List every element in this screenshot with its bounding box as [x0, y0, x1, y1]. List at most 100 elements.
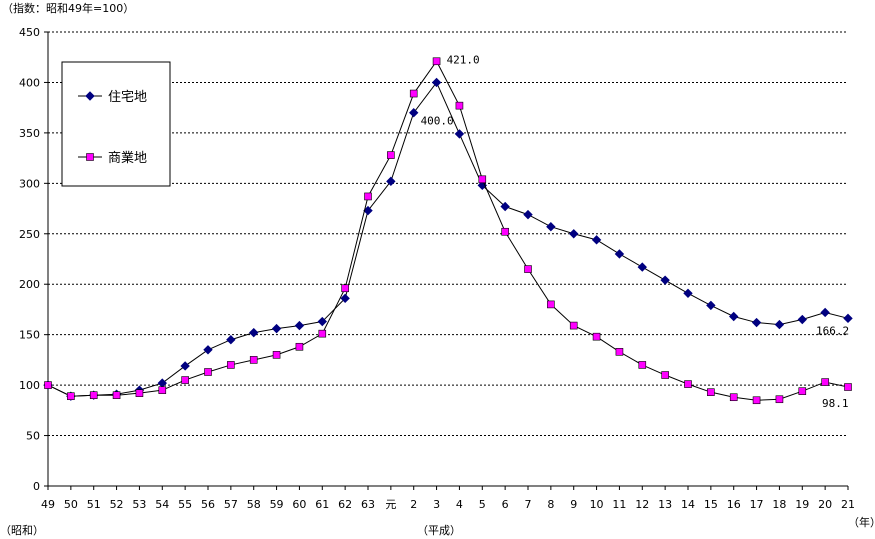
x-tick-label-17: 3	[433, 498, 440, 511]
x-tick-label-35: 21	[841, 498, 855, 511]
point-1-32	[775, 395, 784, 404]
x-axis-ticks: 49 50 51 52 53 54 55 56 57 58 59 60 61 62 63 元 2 3 4 5 6 7 8 9 1…	[41, 486, 855, 511]
x-tick-label-6: 55	[178, 498, 192, 511]
point-0-24	[591, 235, 602, 245]
point-0-10	[271, 323, 282, 334]
point-1-23	[569, 321, 578, 330]
point-0-25	[614, 249, 625, 259]
series-line-0	[47, 81, 849, 397]
point-1-4	[135, 389, 144, 397]
x-tick-label-20: 6	[502, 498, 509, 511]
x-tick-label-18: 4	[456, 498, 463, 511]
point-0-5	[157, 378, 167, 388]
point-1-24	[592, 332, 601, 341]
unit-note: （指数：昭和49年=100）	[2, 1, 134, 15]
point-0-16	[409, 108, 419, 118]
x-tick-label-11: 60	[292, 498, 306, 511]
y-tick-label-150: 150	[19, 329, 40, 342]
x-tick-label-1: 50	[64, 498, 78, 511]
point-1-28	[684, 380, 692, 388]
x-tick-label-31: 17	[750, 498, 764, 511]
x-tick-label-7: 56	[201, 498, 215, 511]
x-tick-label-4: 53	[132, 498, 146, 511]
point-0-7	[203, 345, 213, 355]
point-1-30	[729, 393, 738, 402]
point-0-30	[729, 311, 739, 322]
point-1-18	[455, 101, 464, 110]
point-0-34	[820, 307, 830, 318]
y-tick-label-250: 250	[19, 228, 40, 241]
point-1-15	[387, 151, 395, 159]
x-tick-label-25: 11	[612, 498, 626, 511]
x-tick-label-33: 19	[795, 498, 809, 511]
legend-label-0: 住宅地	[108, 90, 147, 105]
y-tick-label-450: 450	[19, 26, 40, 39]
series-line-1	[47, 60, 849, 401]
y-tick-label-200: 200	[19, 278, 40, 291]
point-1-13	[341, 284, 349, 293]
point-1-19	[478, 175, 487, 184]
x-tick-label-26: 12	[635, 498, 649, 511]
point-1-16	[409, 89, 418, 98]
x-tick-label-12: 61	[315, 498, 329, 511]
x-tick-label-23: 9	[570, 498, 577, 511]
series-group	[43, 57, 853, 405]
point-1-3	[112, 391, 121, 400]
point-0-22	[546, 222, 556, 232]
point-1-33	[798, 387, 807, 395]
x-tick-label-14: 63	[361, 498, 375, 511]
era-label-showa: （昭和）	[0, 524, 44, 537]
point-0-23	[569, 229, 579, 239]
x-tick-label-9: 58	[247, 498, 261, 511]
y-tick-label-50: 50	[26, 430, 40, 443]
point-0-13	[340, 293, 350, 304]
y-tick-label-300: 300	[19, 177, 40, 190]
point-0-14	[363, 205, 373, 216]
point-0-28	[683, 288, 693, 299]
point-0-35	[843, 313, 853, 324]
x-tick-label-30: 16	[727, 498, 741, 511]
point-1-17	[432, 57, 441, 66]
point-0-27	[660, 275, 670, 285]
x-tick-label-19: 5	[479, 498, 486, 511]
point-0-17	[431, 77, 442, 88]
point-1-0	[44, 381, 52, 389]
point-1-31	[752, 396, 761, 405]
annotations: 421.0 400.0 166.2 98.1	[421, 53, 850, 410]
point-0-11	[294, 320, 305, 331]
x-tick-label-5: 54	[155, 498, 169, 511]
y-tick-label-400: 400	[19, 76, 40, 89]
x-tick-label-10: 59	[270, 498, 284, 511]
x-tick-label-22: 8	[547, 498, 554, 511]
x-tick-label-2: 51	[87, 498, 101, 511]
point-1-25	[615, 348, 624, 356]
point-1-14	[364, 192, 372, 201]
point-0-33	[797, 314, 807, 325]
x-tick-label-3: 52	[110, 498, 124, 511]
point-1-11	[295, 342, 304, 351]
x-tick-label-27: 13	[658, 498, 672, 511]
point-1-21	[524, 265, 532, 273]
x-tick-label-24: 10	[590, 498, 604, 511]
data-label-2: 166.2	[816, 324, 849, 337]
x-tick-label-8: 57	[224, 498, 238, 511]
y-axis-ticks: 0 50 100 150 200 250 300 350 400 450	[19, 26, 48, 493]
data-label-1: 400.0	[421, 114, 454, 127]
data-label-3: 98.1	[822, 397, 849, 410]
x-tick-label-13: 62	[338, 498, 352, 511]
point-0-26	[637, 262, 647, 272]
x-tick-label-28: 14	[681, 498, 695, 511]
point-1-27	[661, 371, 669, 379]
point-1-8	[227, 361, 235, 369]
point-0-31	[751, 317, 762, 328]
y-tick-label-0: 0	[33, 480, 40, 493]
point-1-6	[181, 376, 189, 384]
point-1-12	[318, 329, 327, 338]
x-tick-label-34: 20	[818, 498, 832, 511]
legend-marker-1	[86, 153, 94, 161]
point-1-2	[89, 391, 98, 400]
legend-label-1: 商業地	[108, 150, 147, 166]
point-1-35	[844, 383, 852, 391]
